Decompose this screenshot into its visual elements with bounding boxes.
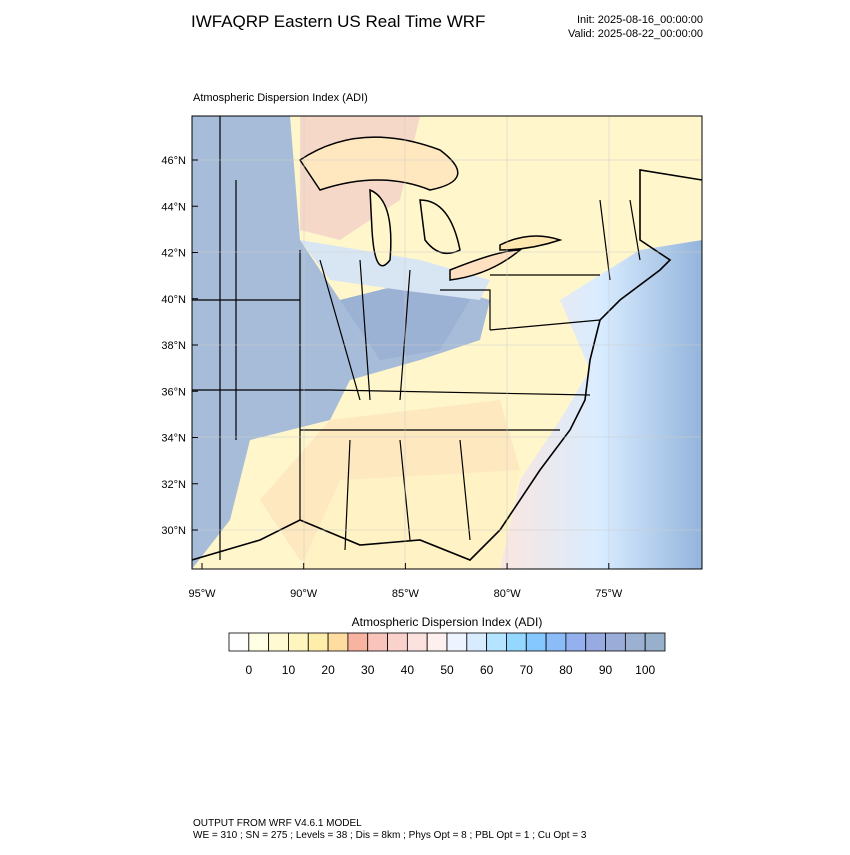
- colorbar-box: [545, 632, 567, 652]
- colorbar-label: 100: [635, 663, 655, 677]
- colorbar-box: [624, 632, 646, 652]
- colorbar-box: [406, 632, 428, 652]
- colorbar-box: [466, 632, 488, 652]
- colorbar-label: 40: [401, 663, 415, 677]
- colorbar-box: [268, 632, 289, 652]
- colorbar-label: 10: [282, 663, 296, 677]
- colorbar-box: [506, 632, 527, 652]
- colorbar-box: [347, 632, 369, 652]
- lon-label: 80°W: [494, 588, 522, 600]
- colorbar-label: 30: [361, 663, 375, 677]
- colorbar-box: [525, 632, 547, 652]
- map-frame: [191, 115, 703, 570]
- lake-erie: [449, 249, 523, 281]
- colorbar-box: [565, 632, 587, 652]
- colorbar-box: [367, 632, 388, 652]
- colorbar-box: [248, 632, 270, 652]
- lat-label: 46°N: [161, 155, 186, 167]
- lake-ontario: [499, 235, 563, 251]
- lat-label: 36°N: [161, 386, 186, 398]
- colorbar-box: [486, 632, 507, 652]
- high-adi-region: [192, 116, 490, 569]
- lat-label: 40°N: [161, 294, 186, 306]
- colorbar-box: [387, 632, 408, 652]
- colorbar-box: [426, 632, 448, 652]
- lat-label: 44°N: [161, 201, 186, 213]
- colorbar-title: Atmospheric Dispersion Index (ADI): [352, 615, 543, 629]
- colorbar-label: 20: [321, 663, 335, 677]
- lat-label: 32°N: [161, 479, 186, 491]
- coastline: [192, 169, 702, 561]
- colorbar-box: [327, 632, 349, 652]
- lat-label: 30°N: [161, 525, 186, 537]
- colorbar-box: [446, 632, 468, 652]
- state-borders: [192, 116, 641, 560]
- ocean: [500, 240, 702, 569]
- colorbar-box: [585, 632, 606, 652]
- lat-label: 42°N: [161, 248, 186, 260]
- colorbar-box: [605, 632, 626, 652]
- colorbar-label: 90: [599, 663, 613, 677]
- colorbar-label: 0: [245, 663, 252, 677]
- map: [192, 116, 702, 569]
- lat-label: 34°N: [161, 433, 186, 445]
- valid-time: Valid: 2025-08-22_00:00:00: [568, 28, 703, 40]
- colorbar-label: 70: [520, 663, 534, 677]
- lake-superior: [298, 136, 459, 191]
- lon-label: 85°W: [392, 588, 420, 600]
- colorbar-label: 50: [440, 663, 454, 677]
- lon-label: 95°W: [188, 588, 216, 600]
- lake-michigan: [369, 188, 392, 267]
- lat-label: 38°N: [161, 340, 186, 352]
- graticule: [192, 116, 702, 569]
- lon-label: 90°W: [290, 588, 318, 600]
- footer-line: OUTPUT FROM WRF V4.6.1 MODEL: [193, 818, 362, 829]
- colorbar-label: 60: [480, 663, 494, 677]
- colorbar-box: [307, 632, 329, 652]
- colorbar-box: [228, 632, 250, 652]
- map-title: Atmospheric Dispersion Index (ADI): [193, 92, 368, 104]
- main-title: IWFAQRP Eastern US Real Time WRF: [191, 12, 485, 31]
- init-time: Init: 2025-08-16_00:00:00: [577, 14, 703, 26]
- footer-line: WE = 310 ; SN = 275 ; Levels = 38 ; Dis …: [193, 830, 587, 841]
- colorbar-label: 80: [559, 663, 573, 677]
- lon-label: 75°W: [595, 588, 623, 600]
- lake-huron: [419, 199, 461, 255]
- colorbar-box: [644, 632, 666, 652]
- colorbar-box: [288, 632, 309, 652]
